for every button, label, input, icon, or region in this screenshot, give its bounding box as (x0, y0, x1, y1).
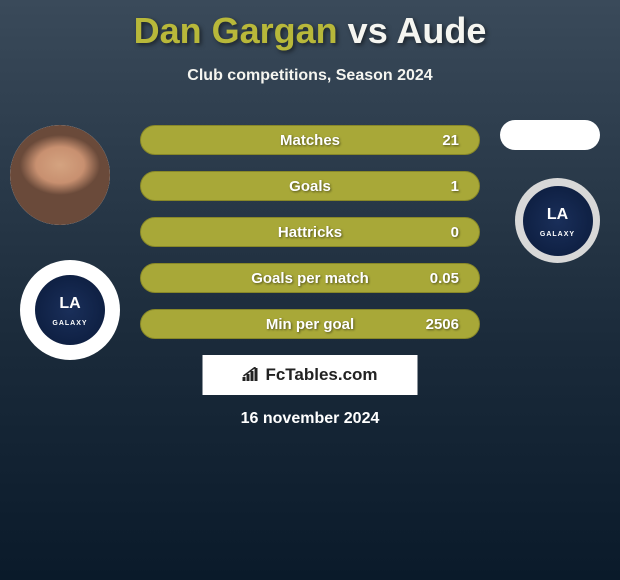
stat-row-matches: Matches 21 (140, 125, 480, 155)
stat-label: Hattricks (278, 224, 342, 241)
stat-right: 21 (442, 132, 459, 149)
date-text: 16 november 2024 (241, 410, 380, 428)
player2-name: Aude (396, 10, 486, 51)
la-galaxy-logo-1: GALAXY (35, 275, 105, 345)
vs-text: vs (348, 10, 388, 51)
player2-team-logo: GALAXY (515, 178, 600, 263)
stat-label: Min per goal (266, 316, 354, 333)
la-galaxy-logo-2: GALAXY (523, 186, 593, 256)
stats-container: Matches 21 Goals 1 Hattricks 0 Goals per… (140, 125, 480, 355)
brand-text: FcTables.com (265, 365, 377, 385)
player2-avatar (500, 120, 600, 150)
player1-avatar (10, 125, 110, 225)
stat-right: 0.05 (430, 270, 459, 287)
comparison-title: Dan Gargan vs Aude (0, 0, 620, 52)
chart-icon (242, 367, 260, 384)
team1-name: GALAXY (52, 320, 87, 327)
stat-label: Goals (289, 178, 331, 195)
stat-right: 2506 (426, 316, 459, 333)
stat-row-goals: Goals 1 (140, 171, 480, 201)
stat-right: 0 (451, 224, 459, 241)
brand-box: FcTables.com (203, 355, 418, 395)
stat-row-hattricks: Hattricks 0 (140, 217, 480, 247)
stat-row-goals-per-match: Goals per match 0.05 (140, 263, 480, 293)
player1-team-logo: GALAXY (20, 260, 120, 360)
stat-row-min-per-goal: Min per goal 2506 (140, 309, 480, 339)
stat-right: 1 (451, 178, 459, 195)
stat-label: Goals per match (251, 270, 369, 287)
subtitle: Club competitions, Season 2024 (0, 67, 620, 85)
player1-face (10, 125, 110, 225)
player1-name: Dan Gargan (134, 10, 338, 51)
stat-label: Matches (280, 132, 340, 149)
team2-name: GALAXY (540, 231, 575, 238)
